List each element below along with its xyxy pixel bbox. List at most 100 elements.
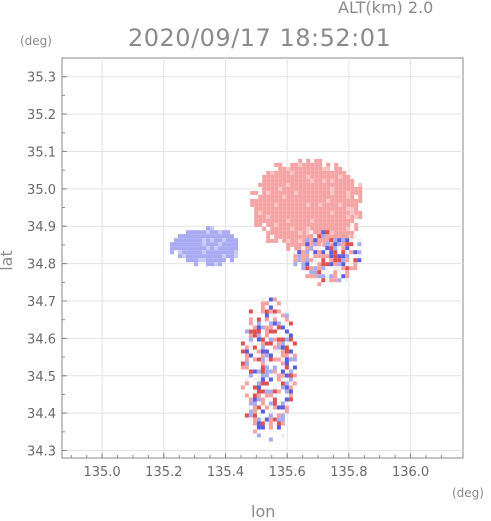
echo-cell	[268, 437, 273, 442]
echo-cell	[274, 174, 279, 179]
echo-cell	[334, 226, 339, 231]
echo-cell	[268, 421, 273, 426]
echo-cell	[214, 238, 218, 243]
echo-cell	[345, 238, 350, 243]
echo-cell	[270, 174, 275, 179]
echo-cell	[244, 349, 249, 354]
echo-cell	[294, 162, 299, 167]
echo-cell	[274, 194, 279, 199]
echo-cell	[346, 218, 351, 223]
echo-cell	[298, 178, 303, 183]
echo-cell	[254, 202, 259, 207]
echo-cell	[198, 238, 202, 243]
echo-cell	[206, 242, 210, 247]
echo-cell	[264, 421, 269, 426]
echo-cell	[306, 226, 311, 231]
echo-region-southern-mixed	[240, 297, 297, 442]
echo-cell	[186, 238, 190, 243]
echo-cell	[264, 329, 269, 334]
y-unit-label: (deg)	[20, 34, 52, 48]
echo-cell	[260, 301, 265, 306]
echo-cell	[194, 246, 198, 251]
echo-cell	[268, 353, 273, 358]
echo-cell	[254, 190, 259, 195]
echo-cell	[282, 230, 287, 235]
echo-cell	[294, 222, 299, 227]
echo-region-northern-positive	[250, 158, 363, 251]
echo-cell	[254, 214, 259, 219]
echo-cell	[256, 397, 261, 402]
echo-cell	[334, 194, 339, 199]
echo-cell	[266, 238, 271, 243]
echo-cell	[198, 234, 202, 239]
echo-cell	[325, 230, 330, 235]
echo-cell	[270, 186, 275, 191]
echo-cell	[288, 353, 293, 358]
echo-cell	[222, 258, 226, 263]
echo-cell	[294, 186, 299, 191]
echo-cell	[341, 274, 346, 279]
echo-cell	[314, 206, 319, 211]
echo-cell	[262, 190, 267, 195]
x-axis-label: lon	[251, 502, 276, 521]
echo-cell	[260, 381, 265, 386]
echo-cell	[346, 210, 351, 215]
echo-cell	[256, 381, 261, 386]
echo-cell	[329, 262, 334, 267]
echo-cell	[314, 174, 319, 179]
echo-cell	[210, 246, 214, 251]
echo-cell	[306, 186, 311, 191]
echo-cell	[182, 234, 186, 239]
echo-cell	[288, 337, 293, 342]
echo-cell	[226, 254, 230, 259]
echo-cell	[333, 254, 338, 259]
echo-cell	[333, 274, 338, 279]
echo-cell	[301, 258, 306, 263]
echo-cell	[260, 421, 265, 426]
echo-cell	[272, 313, 277, 318]
echo-cell	[302, 218, 307, 223]
echo-cell	[322, 166, 327, 171]
echo-cell	[322, 210, 327, 215]
echo-cell	[276, 325, 281, 330]
echo-cell	[290, 194, 295, 199]
echo-cell	[338, 198, 343, 203]
echo-cell	[276, 401, 281, 406]
echo-cell	[322, 238, 327, 243]
echo-cell	[262, 194, 267, 199]
echo-cell	[278, 182, 283, 187]
echo-cell	[302, 226, 307, 231]
echo-cell	[178, 250, 182, 255]
echo-cell	[313, 266, 318, 271]
echo-cell	[182, 254, 186, 259]
echo-cell	[202, 254, 206, 259]
echo-cell	[270, 182, 275, 187]
echo-cell	[276, 405, 281, 410]
echo-cell	[206, 254, 210, 259]
echo-cell	[280, 385, 285, 390]
echo-cell	[309, 230, 314, 235]
echo-cell	[248, 341, 253, 346]
echo-cell	[318, 166, 323, 171]
echo-cell	[276, 377, 281, 382]
echo-cell	[333, 246, 338, 251]
echo-cell	[280, 413, 285, 418]
echo-cell	[288, 333, 293, 338]
echo-cell	[309, 258, 314, 263]
echo-cell	[262, 198, 267, 203]
echo-cell	[262, 206, 267, 211]
echo-cell	[306, 158, 311, 163]
echo-cell	[318, 226, 323, 231]
echo-cell	[330, 222, 335, 227]
echo-cell	[194, 234, 198, 239]
echo-cell	[298, 170, 303, 175]
echo-cell	[270, 226, 275, 231]
echo-cell	[272, 373, 277, 378]
echo-cell	[274, 182, 279, 187]
echo-cell	[329, 250, 334, 255]
echo-cell	[222, 242, 226, 247]
echo-cell	[270, 214, 275, 219]
echo-cell	[266, 194, 271, 199]
echo-cell	[260, 305, 265, 310]
echo-cell	[280, 369, 285, 374]
